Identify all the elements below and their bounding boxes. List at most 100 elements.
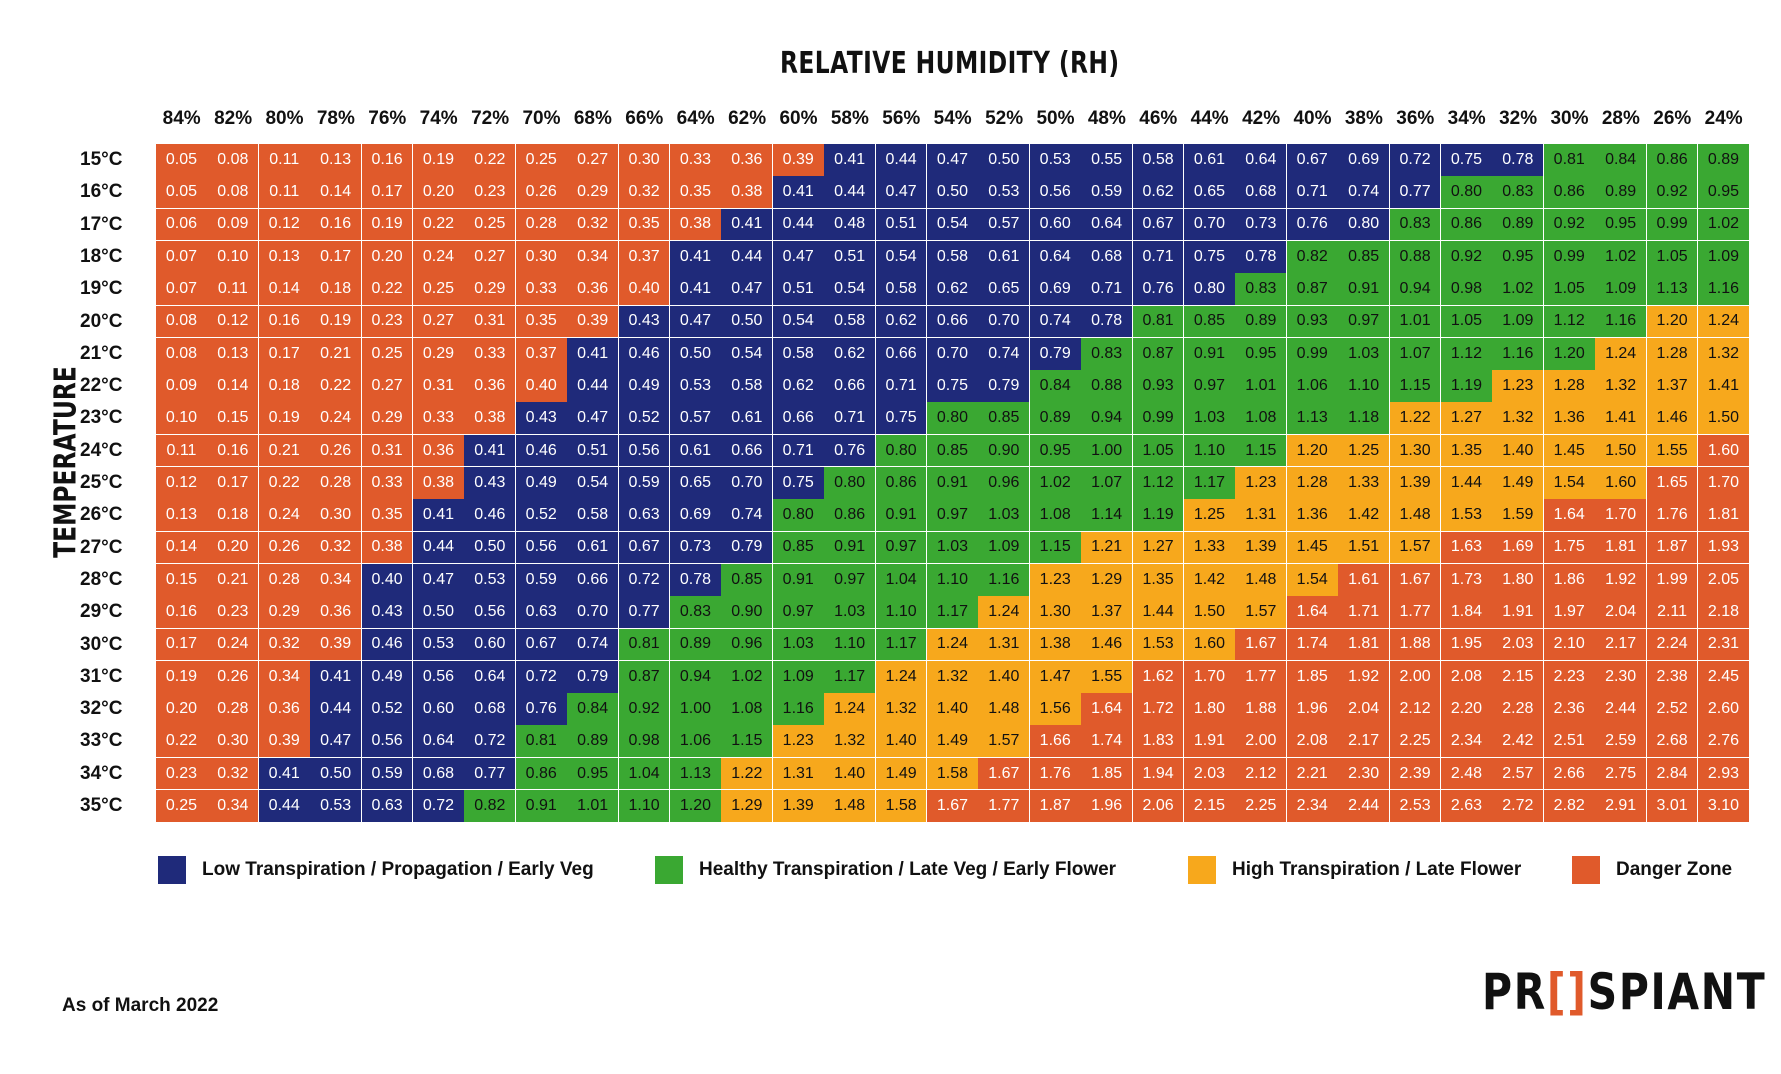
vpd-cell: 0.38 xyxy=(721,176,774,210)
vpd-cell: 0.54 xyxy=(772,305,825,339)
vpd-cell: 0.38 xyxy=(361,531,414,565)
vpd-cell: 1.55 xyxy=(1646,434,1699,468)
vpd-cell: 2.57 xyxy=(1492,757,1545,791)
vpd-cell: 0.66 xyxy=(721,434,774,468)
vpd-cell: 3.10 xyxy=(1698,790,1750,823)
vpd-cell: 1.54 xyxy=(1286,563,1339,597)
vpd-cell: 1.46 xyxy=(1646,402,1699,436)
vpd-cell: 0.89 xyxy=(1595,176,1648,210)
vpd-cell: 0.64 xyxy=(1235,144,1288,177)
vpd-cell: 0.36 xyxy=(464,370,517,403)
vpd-cell: 1.36 xyxy=(1543,402,1596,436)
vpd-cell: 1.67 xyxy=(978,757,1031,791)
vpd-cell: 0.51 xyxy=(772,273,825,306)
vpd-cell: 1.10 xyxy=(618,790,671,823)
vpd-cell: 1.91 xyxy=(1184,725,1236,759)
legend-item: Danger Zone xyxy=(1572,856,1732,884)
vpd-cell: 0.93 xyxy=(1286,305,1339,339)
vpd-cell: 0.69 xyxy=(670,499,722,533)
vpd-cell: 1.67 xyxy=(1235,628,1288,662)
vpd-cell: 0.22 xyxy=(413,208,465,242)
vpd-cell: 1.16 xyxy=(978,563,1031,597)
vpd-cell: 3.01 xyxy=(1646,790,1699,823)
vpd-cell: 1.67 xyxy=(1389,563,1442,597)
vpd-cell: 0.33 xyxy=(464,337,517,371)
vpd-cell: 0.62 xyxy=(772,370,825,403)
vpd-cell: 1.64 xyxy=(1286,596,1339,629)
vpd-cell: 1.51 xyxy=(1338,531,1391,565)
temperature-tick-label: 23°C xyxy=(80,407,123,429)
vpd-cell: 0.77 xyxy=(618,596,671,629)
vpd-cell: 0.85 xyxy=(1184,305,1236,339)
vpd-cell: 0.23 xyxy=(464,176,517,210)
vpd-cell: 0.51 xyxy=(567,434,620,468)
vpd-cell: 1.23 xyxy=(1492,370,1545,403)
vpd-cell: 2.25 xyxy=(1389,725,1442,759)
vpd-cell: 1.33 xyxy=(1184,531,1236,565)
vpd-cell: 2.08 xyxy=(1286,725,1339,759)
vpd-cell: 0.54 xyxy=(721,337,774,371)
vpd-cell: 0.89 xyxy=(1029,402,1082,436)
vpd-cell: 1.64 xyxy=(1081,693,1134,726)
vpd-cell: 1.13 xyxy=(670,757,722,791)
vpd-cell: 0.97 xyxy=(772,596,825,629)
vpd-cell: 2.52 xyxy=(1646,693,1699,726)
vpd-cell: 1.48 xyxy=(978,693,1031,726)
vpd-cell: 0.82 xyxy=(464,790,517,823)
vpd-cell: 0.78 xyxy=(670,563,722,597)
vpd-cell: 1.08 xyxy=(721,693,774,726)
vpd-cell: 0.91 xyxy=(927,467,979,500)
vpd-cell: 0.16 xyxy=(258,305,311,339)
vpd-cell: 0.95 xyxy=(1492,240,1545,274)
vpd-cell: 0.92 xyxy=(1441,240,1493,274)
vpd-cell: 0.13 xyxy=(156,499,208,533)
vpd-cell: 2.42 xyxy=(1492,725,1545,759)
vpd-cell: 0.56 xyxy=(413,660,465,694)
vpd-cell: 1.75 xyxy=(1543,531,1596,565)
vpd-cell: 0.47 xyxy=(875,176,928,210)
vpd-cell: 2.12 xyxy=(1235,757,1288,791)
vpd-cell: 0.05 xyxy=(156,176,208,210)
vpd-cell: 1.91 xyxy=(1492,596,1545,629)
vpd-cell: 1.80 xyxy=(1492,563,1545,597)
vpd-cell: 0.50 xyxy=(670,337,722,371)
vpd-cell: 0.09 xyxy=(207,208,260,242)
vpd-cell: 1.16 xyxy=(1698,273,1750,306)
vpd-cell: 0.22 xyxy=(464,144,517,177)
vpd-cell: 0.16 xyxy=(310,208,363,242)
vpd-cell: 2.31 xyxy=(1698,628,1750,662)
rh-tick-label: 34% xyxy=(1447,108,1486,129)
vpd-cell: 1.38 xyxy=(1029,628,1082,662)
vpd-cell: 1.41 xyxy=(1698,370,1750,403)
temperature-tick-label: 32°C xyxy=(80,698,123,720)
vpd-cell: 0.95 xyxy=(1029,434,1082,468)
vpd-cell: 0.50 xyxy=(927,176,979,210)
vpd-cell: 0.28 xyxy=(515,208,568,242)
vpd-cell: 1.24 xyxy=(824,693,877,726)
vpd-cell: 1.15 xyxy=(1029,531,1082,565)
vpd-cell: 0.19 xyxy=(310,305,363,339)
vpd-cell: 0.99 xyxy=(1646,208,1699,242)
vpd-cell: 0.91 xyxy=(1338,273,1391,306)
vpd-cell: 0.94 xyxy=(1081,402,1134,436)
vpd-cell: 1.03 xyxy=(978,499,1031,533)
vpd-cell: 1.18 xyxy=(1338,402,1391,436)
vpd-cell: 1.59 xyxy=(1492,499,1545,533)
vpd-cell: 0.29 xyxy=(258,596,311,629)
vpd-cell: 0.97 xyxy=(1338,305,1391,339)
vpd-cell: 0.22 xyxy=(258,467,311,500)
vpd-cell: 0.52 xyxy=(618,402,671,436)
vpd-cell: 0.66 xyxy=(824,370,877,403)
vpd-cell: 1.84 xyxy=(1441,596,1493,629)
rh-tick-label: 32% xyxy=(1499,108,1538,129)
vpd-cell: 1.04 xyxy=(618,757,671,791)
vpd-cell: 0.25 xyxy=(413,273,465,306)
vpd-cell: 0.59 xyxy=(515,563,568,597)
vpd-cell: 0.14 xyxy=(310,176,363,210)
vpd-cell: 0.50 xyxy=(464,531,517,565)
vpd-cell: 0.13 xyxy=(310,144,363,177)
vpd-cell: 1.60 xyxy=(1595,467,1648,500)
vpd-cell: 2.34 xyxy=(1286,790,1339,823)
vpd-cell: 1.44 xyxy=(1441,467,1493,500)
vpd-cell: 0.61 xyxy=(567,531,620,565)
